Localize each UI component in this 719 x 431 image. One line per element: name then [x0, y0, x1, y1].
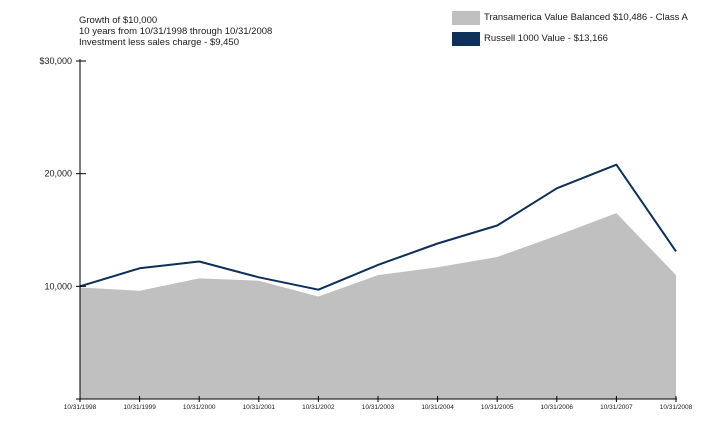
legend-swatch-fund [452, 10, 480, 25]
x-tick-label: 10/31/2007 [600, 404, 633, 411]
chart-legend: Transamerica Value Balanced $10,486 - Cl… [452, 8, 688, 50]
x-tick-label: 10/31/2003 [362, 404, 395, 411]
x-tick-label: 10/31/1998 [64, 404, 97, 411]
x-tick-label: 10/31/2002 [302, 404, 335, 411]
chart-header: Growth of $10,000 10 years from 10/31/19… [79, 15, 272, 48]
y-tick-label: 10,000 [44, 281, 72, 291]
x-tick-label: 10/31/2001 [243, 404, 276, 411]
x-tick-label: 10/31/2004 [421, 404, 454, 411]
x-tick-label: 10/31/2008 [660, 404, 693, 411]
x-tick-label: 10/31/2005 [481, 404, 514, 411]
x-tick-label: 10/31/1999 [123, 404, 156, 411]
x-tick-label: 10/31/2006 [541, 404, 574, 411]
series-line-index [79, 163, 677, 291]
legend-label-fund: Transamerica Value Balanced $10,486 - Cl… [484, 12, 688, 23]
legend-item-index: Russell 1000 Value - $13,166 [452, 29, 688, 48]
investment-note: Investment less sales charge - $9,450 [79, 37, 240, 48]
period-description: 10 years from 10/31/1998 through 10/31/2… [79, 26, 273, 37]
legend-swatch-index [452, 31, 480, 46]
series-area-fund [80, 213, 676, 399]
x-tick-label: 10/31/2000 [183, 404, 216, 411]
chart-heading: Growth of $10,000 [79, 15, 158, 26]
legend-item-fund: Transamerica Value Balanced $10,486 - Cl… [452, 8, 688, 27]
legend-label-index: Russell 1000 Value - $13,166 [484, 33, 608, 44]
y-tick-label: 20,000 [44, 169, 72, 179]
y-tick-label: $30,000 [39, 56, 72, 66]
